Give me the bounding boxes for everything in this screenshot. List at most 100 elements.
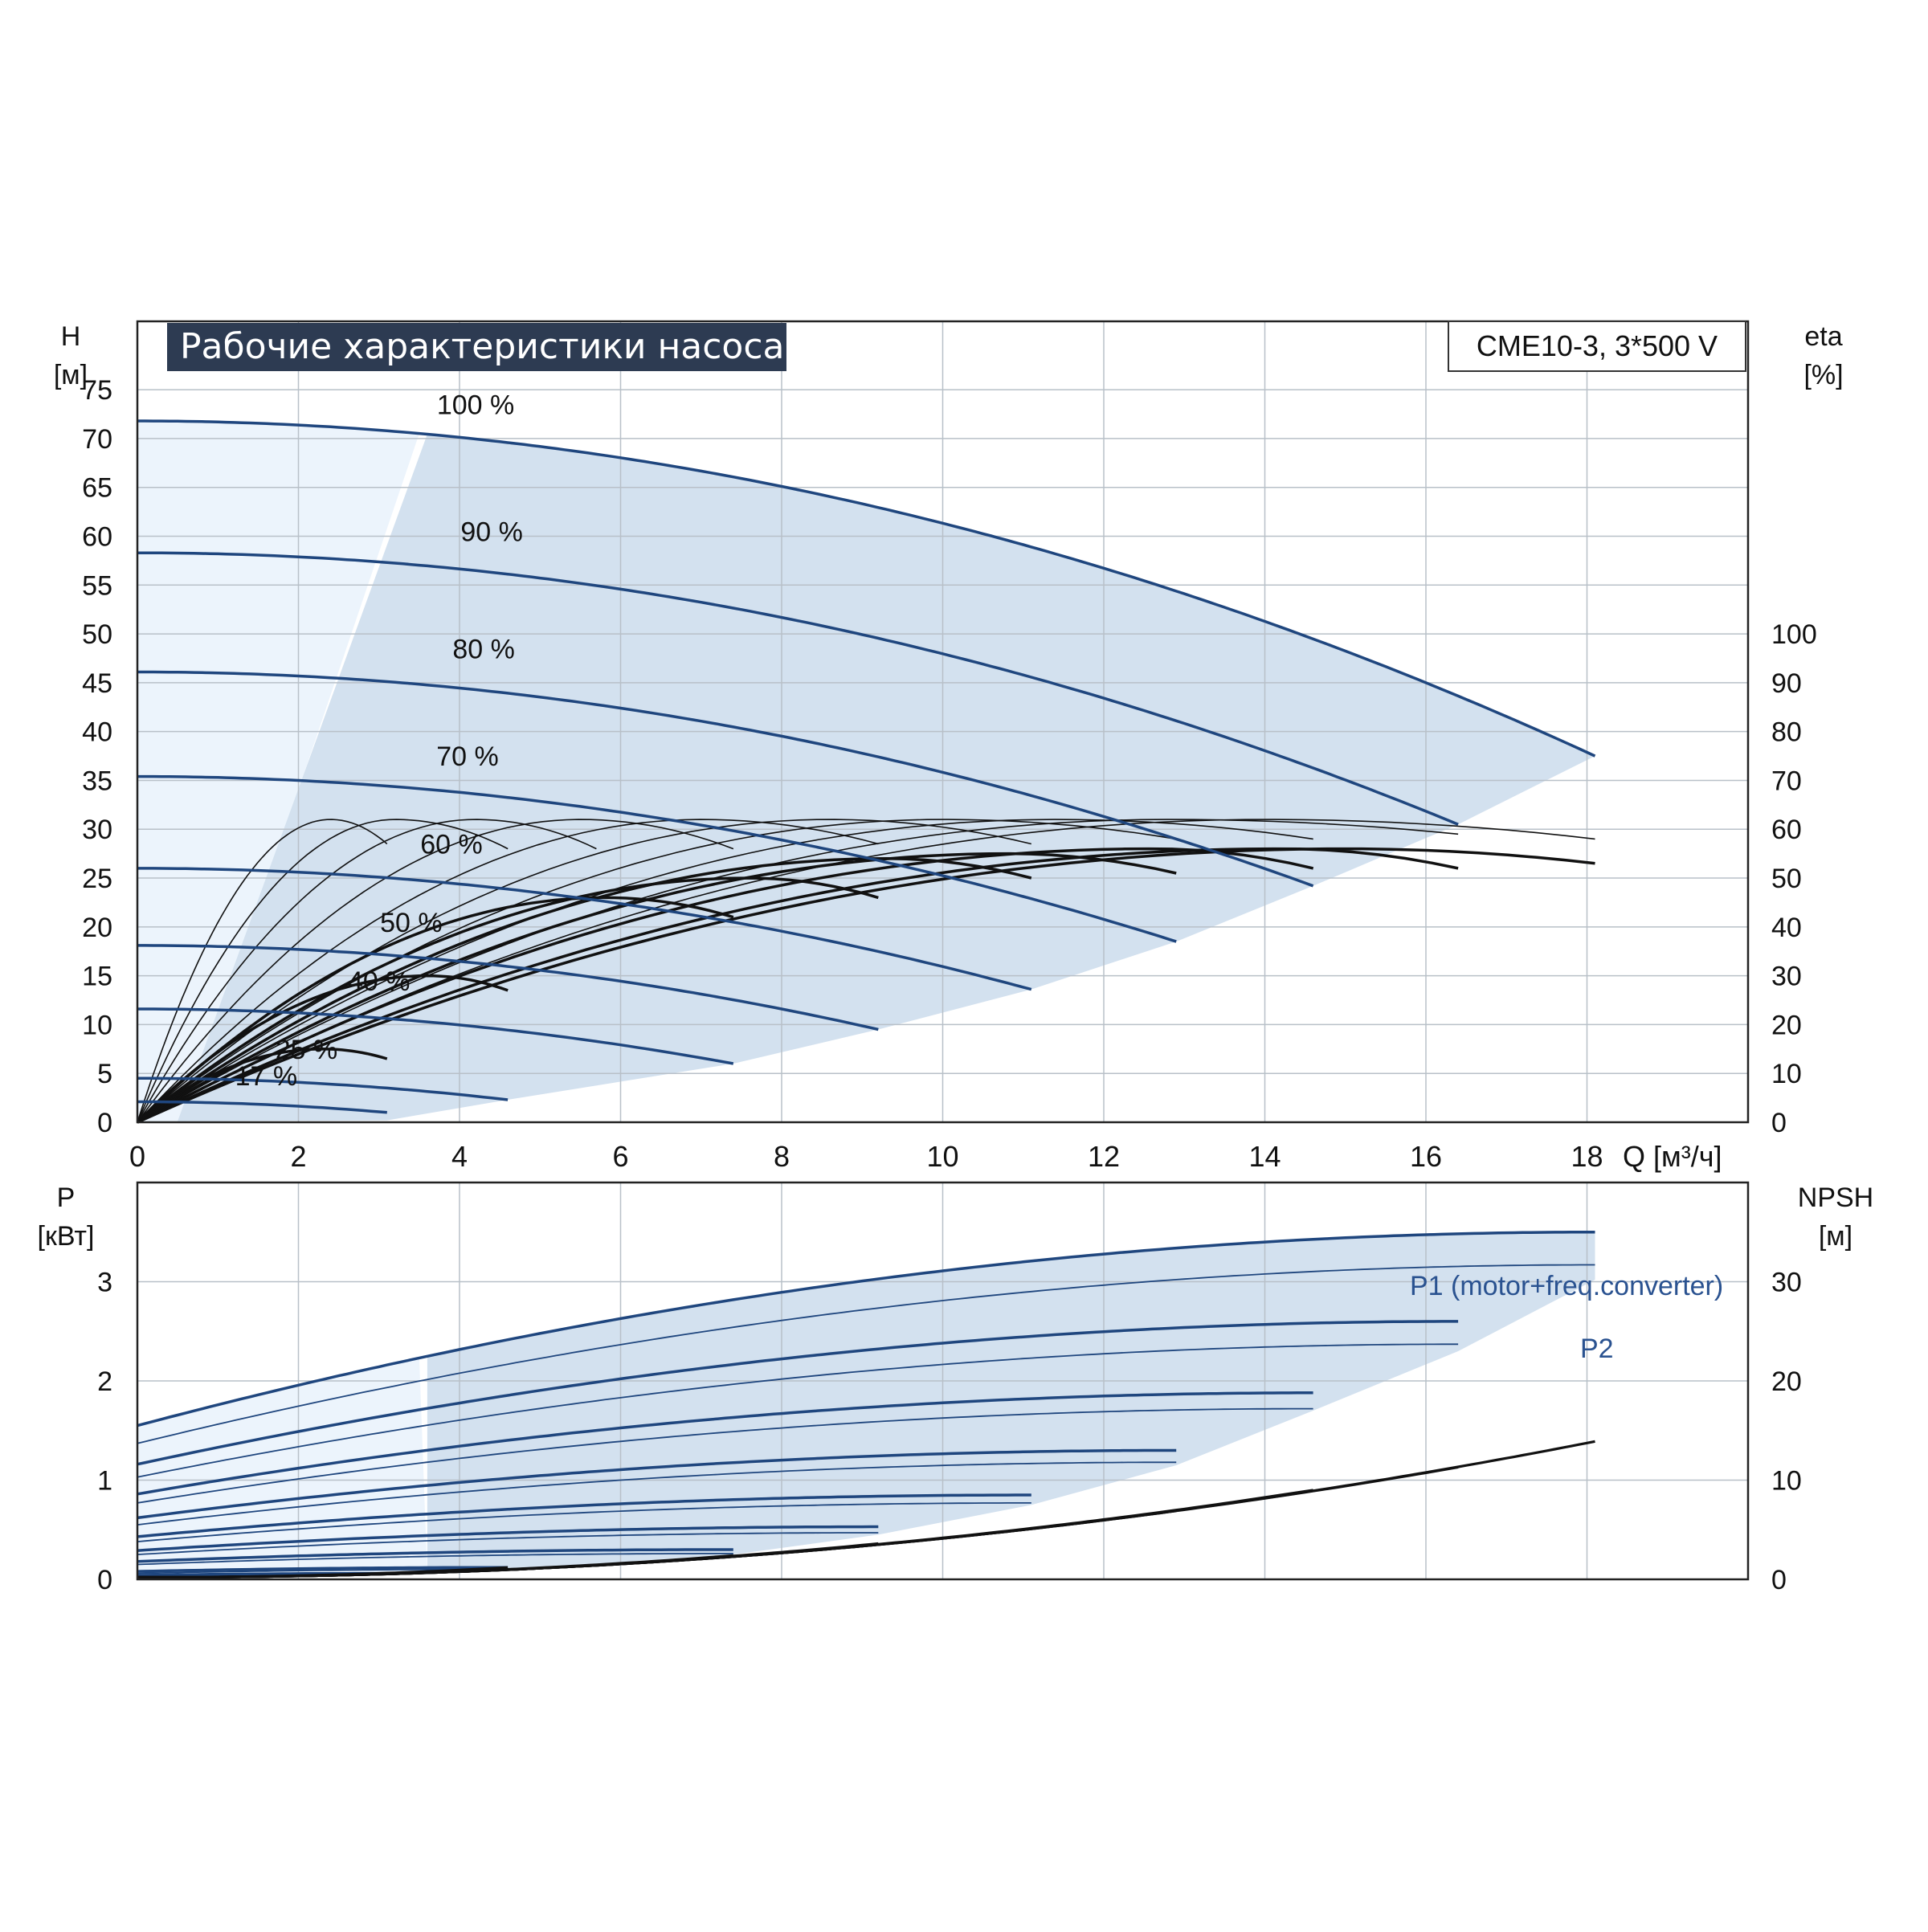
- q-tick-label: 8: [774, 1140, 790, 1173]
- bottom-plot-frame: [136, 1181, 1750, 1581]
- q-tick-label: 14: [1248, 1140, 1281, 1173]
- p1-curve: [137, 1231, 1595, 1428]
- speed-label: 50 %: [380, 908, 443, 938]
- p2-legend-label: P2: [1580, 1334, 1614, 1364]
- p1-curve: [137, 1391, 1313, 1496]
- q-tick-label: 0: [129, 1140, 145, 1173]
- npsh-tick-label: 10: [1771, 1466, 1802, 1497]
- head-curve: [137, 867, 1032, 991]
- efficiency-curve: [137, 819, 879, 1123]
- p1-curve: [137, 1493, 1031, 1538]
- efficiency-curve: [136, 896, 734, 1124]
- h-tick-label: 25: [82, 864, 112, 894]
- npsh-curve: [137, 1572, 387, 1579]
- eta-tick-label: 70: [1771, 766, 1802, 796]
- speed-label: 70 %: [436, 741, 499, 772]
- plot-backgrounds: [137, 421, 1595, 1575]
- h-tick-label: 20: [82, 913, 112, 943]
- h-tick-label: 35: [82, 766, 112, 796]
- eta-tick-label: 90: [1771, 668, 1802, 699]
- efficiency-curve: [136, 876, 879, 1124]
- speed-label: 40 %: [348, 966, 411, 997]
- h-tick-label: 15: [82, 962, 112, 992]
- speed-label: 25 %: [276, 1035, 338, 1065]
- h-tick-label: 5: [97, 1059, 112, 1089]
- model-label: CME10-3, 3*500 V: [1477, 329, 1718, 362]
- q-tick-label: 12: [1088, 1140, 1120, 1173]
- h-tick-label: 45: [82, 668, 112, 699]
- npsh-axis-label: NPSH: [1798, 1182, 1873, 1213]
- speed-label: 100 %: [437, 390, 514, 421]
- speed-label: 60 %: [420, 830, 483, 860]
- speed-label: 17 %: [235, 1061, 298, 1092]
- efficiency-curve: [137, 819, 388, 1123]
- tick-labels: 0510152025303540455055606570750102030405…: [82, 375, 1817, 1595]
- eta-tick-label: 50: [1771, 864, 1802, 894]
- efficiency-curve: [137, 819, 509, 1123]
- p1-curve: [137, 1448, 1177, 1520]
- p1-curve: [137, 1548, 733, 1563]
- h-axis-unit: [м]: [54, 360, 88, 390]
- speed-label: 80 %: [452, 634, 515, 664]
- p2-curve: [137, 1461, 1177, 1526]
- eta-tick-label: 0: [1771, 1108, 1787, 1138]
- h-tick-label: 30: [82, 815, 112, 845]
- npsh-axis-unit: [м]: [1819, 1221, 1852, 1252]
- head-curve: [137, 1100, 387, 1114]
- eta-tick-label: 40: [1771, 913, 1802, 943]
- q-tick-label: 18: [1571, 1140, 1603, 1173]
- p-tick-label: 2: [97, 1366, 112, 1397]
- h-tick-label: 70: [82, 424, 112, 455]
- p2-curve: [137, 1502, 1031, 1542]
- eta-tick-label: 10: [1771, 1059, 1802, 1089]
- h-tick-label: 65: [82, 473, 112, 504]
- p-tick-label: 3: [97, 1268, 112, 1298]
- q-tick-label: 2: [290, 1140, 306, 1173]
- efficiency-curve: [137, 852, 1177, 1124]
- npsh-tick-label: 30: [1771, 1268, 1802, 1298]
- h-tick-label: 40: [82, 717, 112, 748]
- head-curve: [137, 1007, 734, 1065]
- head-curve: [137, 944, 879, 1031]
- head-curve: [137, 419, 1596, 758]
- efficiency-curve: [137, 819, 1177, 1123]
- top-plot-frame: [136, 320, 1750, 1124]
- npsh-tick-label: 20: [1771, 1366, 1802, 1397]
- eta-tick-label: 100: [1771, 619, 1817, 650]
- efficiency-curve: [137, 819, 597, 1123]
- head-curve: [137, 551, 1459, 826]
- model-box: [1448, 321, 1746, 372]
- eta-axis-label: eta: [1804, 321, 1842, 352]
- curves: [136, 419, 1596, 1579]
- efficiency-curve: [137, 819, 734, 1123]
- npsh-tick-label: 0: [1771, 1565, 1787, 1595]
- p2-curve: [137, 1532, 879, 1555]
- p1-curve: [137, 1566, 509, 1573]
- q-tick-label: 6: [612, 1140, 628, 1173]
- speed-labels: 100 % 90 % 80 % 70 % 60 % 50 % 40 % 25 %17 %: [235, 390, 523, 1092]
- efficiency-curve: [137, 856, 1032, 1124]
- eta-tick-label: 20: [1771, 1010, 1802, 1040]
- efficiency-curve: [137, 819, 1459, 1123]
- p2-curve: [137, 1407, 1313, 1504]
- p1-curve: [137, 1320, 1459, 1466]
- p2-curve: [137, 1264, 1595, 1444]
- h-tick-label: 50: [82, 619, 112, 650]
- p-axis-unit: [кВт]: [38, 1221, 95, 1252]
- eta-tick-label: 80: [1771, 717, 1802, 748]
- efficiency-curve: [137, 847, 1595, 1124]
- plot-frames: [136, 320, 1750, 1581]
- head-curve: [137, 670, 1314, 888]
- q-axis-label: Q [м³/ч]: [1623, 1140, 1722, 1173]
- chart-title: Рабочие характеристики насоса: [180, 326, 784, 367]
- p2-curve: [137, 1343, 1459, 1478]
- h-axis-label: H: [61, 321, 81, 352]
- p-axis-label: P: [57, 1182, 76, 1213]
- p-tick-label: 0: [97, 1565, 112, 1595]
- p1-curve: [137, 1525, 879, 1552]
- h-tick-label: 0: [97, 1108, 112, 1138]
- p2-curve: [137, 1553, 733, 1566]
- eta-tick-label: 60: [1771, 815, 1802, 845]
